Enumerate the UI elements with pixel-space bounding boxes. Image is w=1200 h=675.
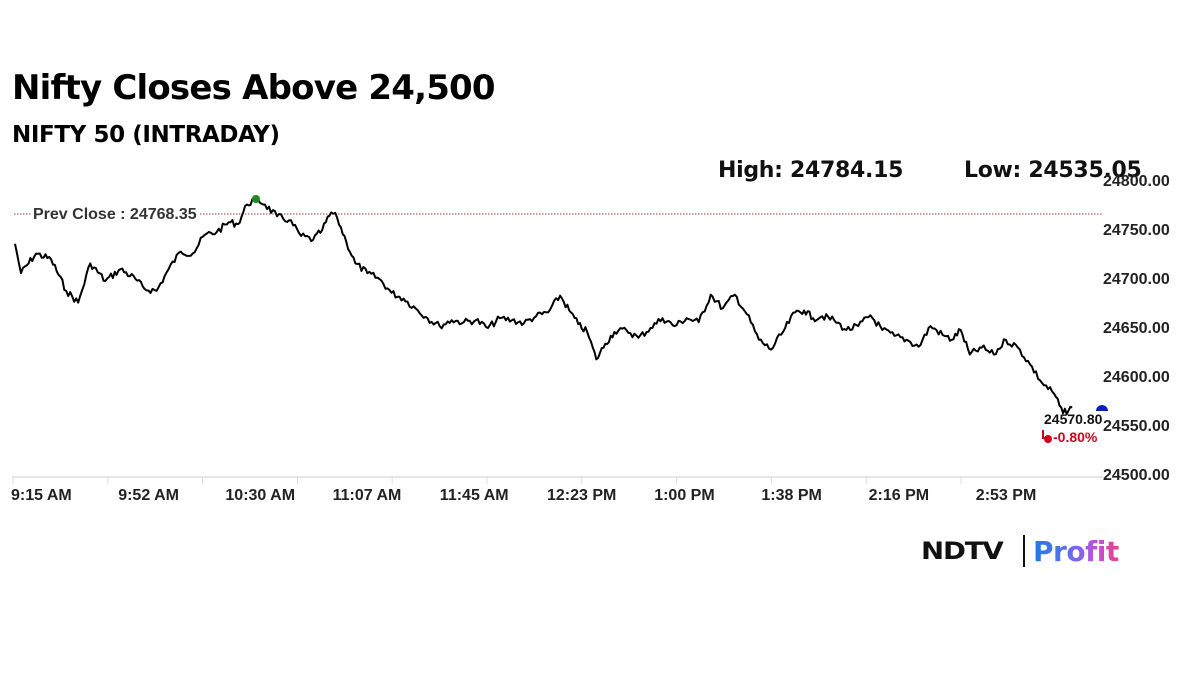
- x-tick-label: 1:00 PM: [654, 487, 715, 504]
- y-tick-label: 24600.00: [1103, 369, 1170, 386]
- chart-title: Nifty Closes Above 24,500: [12, 68, 496, 108]
- ndtv-profit-logo: NDTV Profit: [921, 533, 1119, 569]
- last-price-label: 24570.80: [1044, 411, 1103, 427]
- price-line: [14, 195, 1073, 416]
- high-marker-icon: [252, 195, 260, 203]
- logo-brand: NDTV: [921, 537, 1004, 565]
- last-price-marker-icon: [1096, 405, 1108, 411]
- x-tick-label: 1:38 PM: [761, 487, 822, 504]
- x-tick-label: 11:07 AM: [332, 487, 402, 504]
- x-axis: [12, 476, 1103, 484]
- x-tick-label: 12:23 PM: [547, 487, 617, 504]
- y-tick-label: 24650.00: [1103, 320, 1170, 337]
- chart-subtitle: NIFTY 50 (INTRADAY): [12, 122, 280, 148]
- logo-product: Profit: [1033, 534, 1119, 568]
- logo-divider: [1023, 535, 1025, 567]
- x-tick-label: 2:16 PM: [868, 487, 930, 504]
- x-tick-label: 10:30 AM: [225, 487, 296, 504]
- y-tick-label: 24800.00: [1103, 173, 1170, 190]
- change-percent-label: -0.80%: [1053, 429, 1098, 445]
- prev-close-label: Prev Close : 24768.35: [31, 206, 199, 224]
- x-tick-label: 2:53 PM: [975, 487, 1037, 504]
- y-tick-label: 24750.00: [1103, 222, 1170, 239]
- x-tick-label: 11:45 AM: [439, 487, 509, 504]
- y-tick-label: 24700.00: [1103, 271, 1170, 288]
- y-tick-label: 24500.00: [1103, 467, 1170, 484]
- day-low-label: Low: 24535.05: [964, 158, 1142, 183]
- down-arrow-icon: [1042, 430, 1052, 443]
- day-high-label: High: 24784.15: [718, 158, 904, 183]
- y-tick-label: 24550.00: [1103, 418, 1170, 435]
- x-tick-label: 9:15 AM: [11, 487, 72, 504]
- x-tick-label: 9:52 AM: [118, 487, 179, 504]
